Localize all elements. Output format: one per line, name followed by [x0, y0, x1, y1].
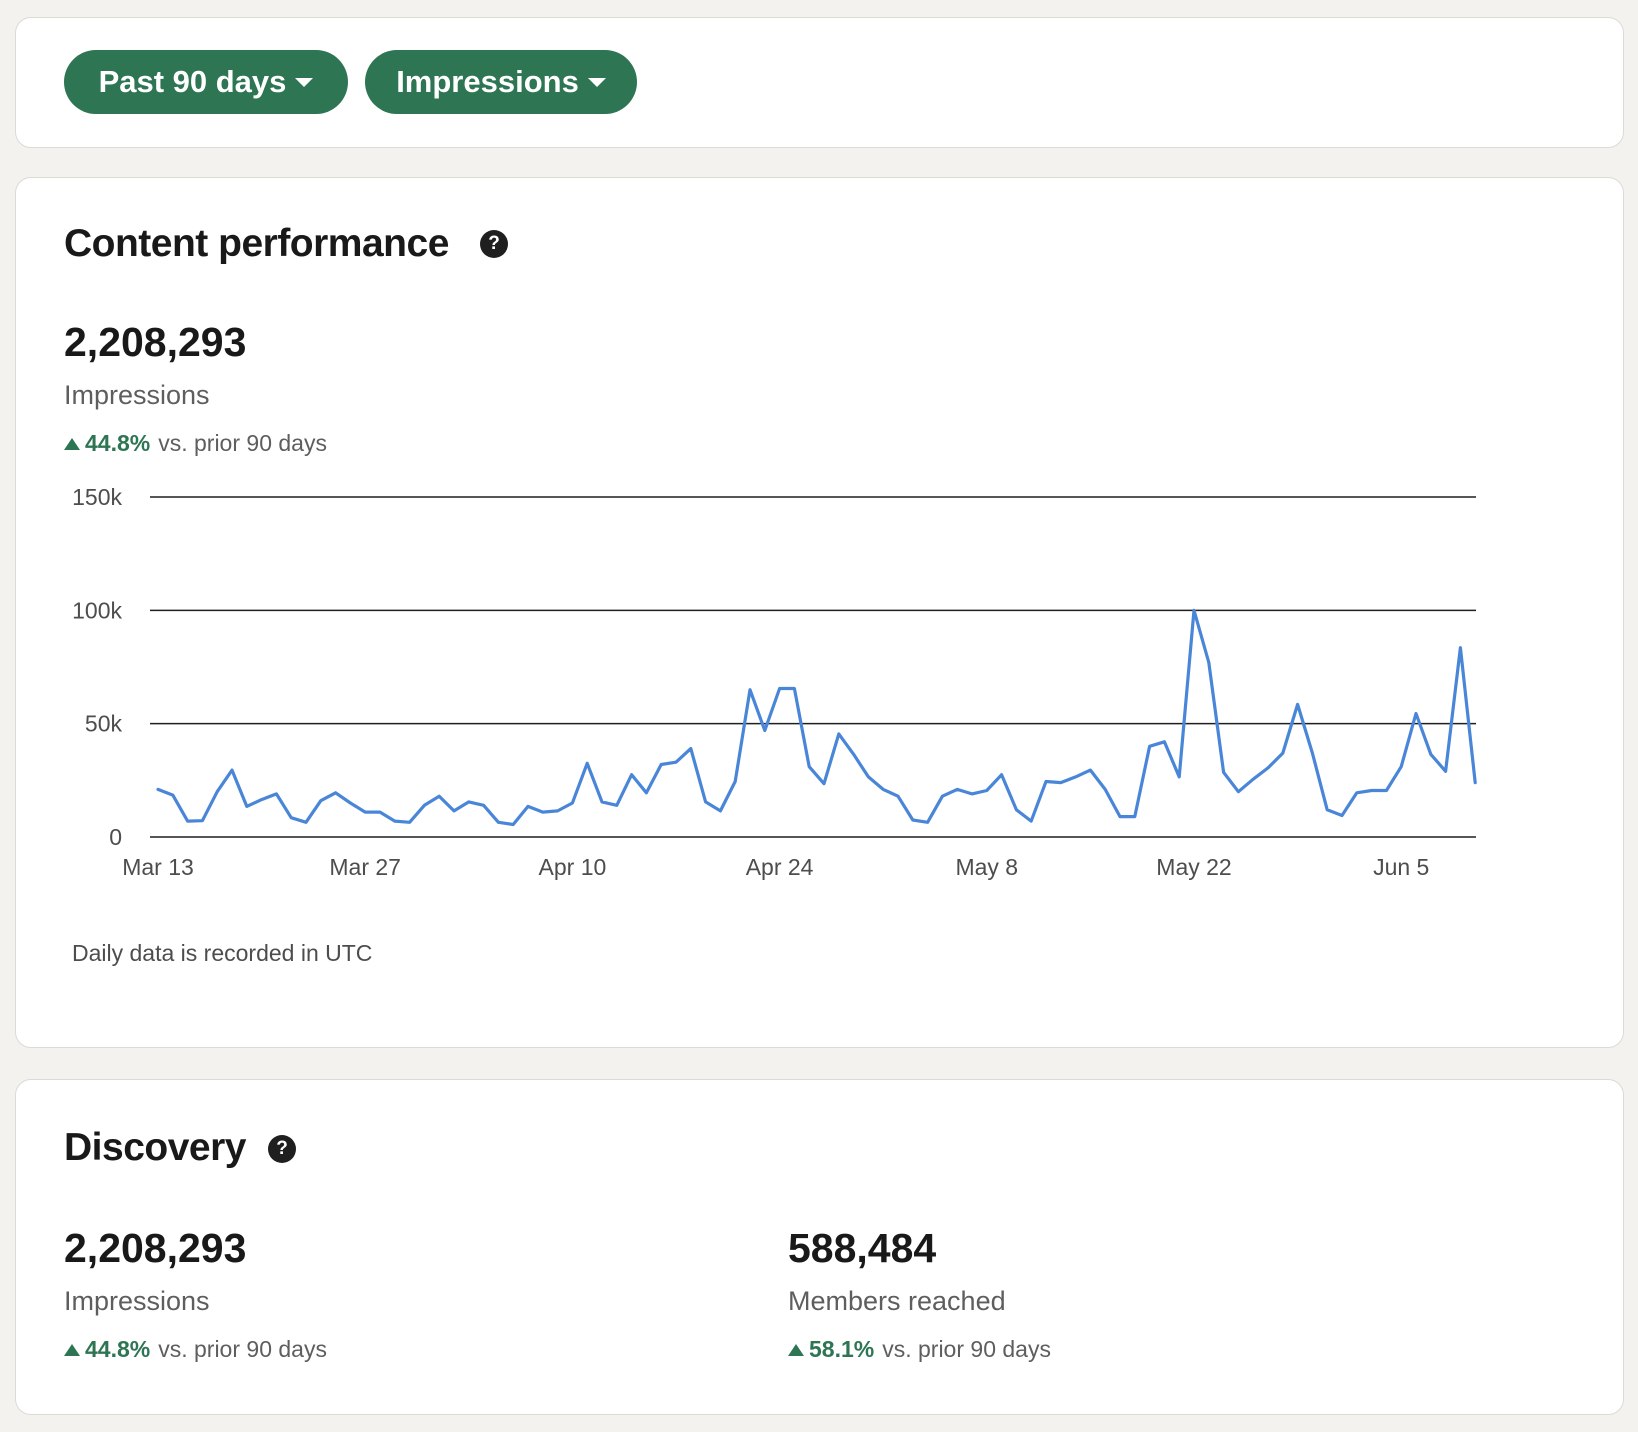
impressions-series-line [156, 608, 1477, 827]
y-tick-label: 0 [109, 824, 122, 850]
change-percent: 44.8% [85, 1336, 151, 1362]
help-icon[interactable]: ? [268, 1135, 296, 1163]
x-tick-label: Mar 27 [329, 854, 401, 880]
change-percent: 58.1% [809, 1336, 875, 1362]
y-tick-label: 100k [72, 597, 122, 623]
total-impressions-value: 2,208,293 [64, 319, 247, 365]
change-text: vs. prior 90 days [158, 1336, 327, 1362]
discovery-title: Discovery [64, 1126, 246, 1169]
impressions-change: 44.8% vs. prior 90 days [64, 430, 327, 457]
filter-bar: Past 90 days Impressions [15, 17, 1624, 148]
chevron-down-icon [295, 77, 314, 87]
discovery-impressions-change: 44.8% vs. prior 90 days [64, 1336, 327, 1363]
x-tick-label: Jun 5 [1373, 854, 1429, 880]
utc-note: Daily data is recorded in UTC [72, 940, 373, 966]
date-range-label: Past 90 days [98, 64, 287, 99]
x-tick-label: Mar 13 [122, 854, 194, 880]
impressions-line-chart: 0 50k 100k 150k Mar 13 Mar 27 Apr 10 Apr 24 May … [72, 484, 1477, 880]
metric-label: Impressions [396, 64, 579, 99]
discovery-impressions-value: 2,208,293 [64, 1225, 247, 1271]
change-text: vs. prior 90 days [158, 430, 327, 456]
up-arrow-icon [64, 437, 80, 450]
members-reached-change: 58.1% vs. prior 90 days [788, 1336, 1051, 1363]
x-tick-label: Apr 10 [539, 854, 607, 880]
metric-dropdown[interactable]: Impressions [365, 50, 637, 114]
members-reached-label: Members reached [788, 1286, 1006, 1316]
help-icon[interactable]: ? [480, 230, 508, 258]
change-text: vs. prior 90 days [882, 1336, 1051, 1362]
content-performance-card: Content performance ? 2,208,293 Impressi… [15, 177, 1624, 1048]
discovery-impressions-label: Impressions [64, 1286, 210, 1316]
y-tick-label: 50k [85, 711, 123, 737]
up-arrow-icon [788, 1343, 804, 1356]
discovery-card: Discovery ? 2,208,293 Impressions 44.8% … [15, 1079, 1624, 1415]
up-arrow-icon [64, 1343, 80, 1356]
x-tick-label: Apr 24 [746, 854, 814, 880]
change-percent: 44.8% [85, 430, 151, 456]
x-tick-label: May 8 [955, 854, 1018, 880]
date-range-dropdown[interactable]: Past 90 days [64, 50, 348, 114]
members-reached-value: 588,484 [788, 1225, 937, 1271]
total-impressions-label: Impressions [64, 380, 210, 410]
y-tick-label: 150k [72, 484, 122, 510]
content-performance-title: Content performance [64, 222, 449, 265]
x-tick-label: May 22 [1156, 854, 1231, 880]
chevron-down-icon [587, 77, 606, 87]
